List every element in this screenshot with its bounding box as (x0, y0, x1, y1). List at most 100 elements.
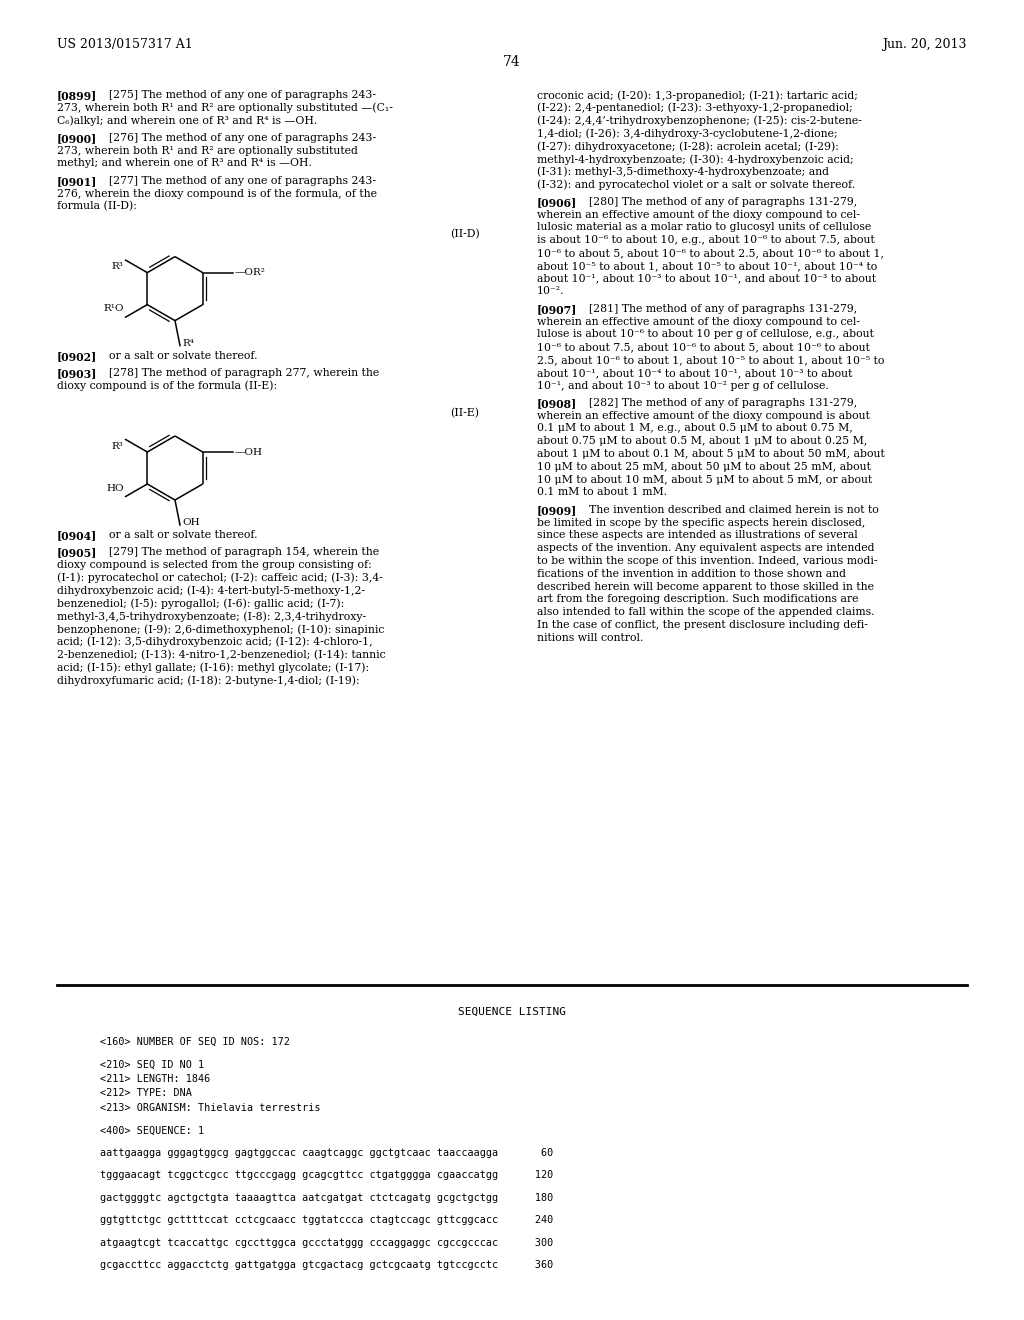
Text: <211> LENGTH: 1846: <211> LENGTH: 1846 (100, 1074, 210, 1084)
Text: ggtgttctgc gcttttccat cctcgcaacc tggtatccca ctagtccagc gttcggcacc      240: ggtgttctgc gcttttccat cctcgcaacc tggtatc… (100, 1216, 553, 1225)
Text: 0.1 μM to about 1 M, e.g., about 0.5 μM to about 0.75 M,: 0.1 μM to about 1 M, e.g., about 0.5 μM … (537, 424, 853, 433)
Text: [0904]: [0904] (57, 531, 97, 541)
Text: 1,4-diol; (I-26): 3,4-dihydroxy-3-cyclobutene-1,2-dione;: 1,4-diol; (I-26): 3,4-dihydroxy-3-cyclob… (537, 128, 838, 139)
Text: [0908]: [0908] (537, 397, 578, 409)
Text: —OH: —OH (234, 447, 263, 457)
Text: OH: OH (182, 517, 200, 527)
Text: lulose is about 10⁻⁶ to about 10 per g of cellulose, e.g., about: lulose is about 10⁻⁶ to about 10 per g o… (537, 330, 873, 339)
Text: acid; (I-12): 3,5-dihydroxybenzoic acid; (I-12): 4-chloro-1,: acid; (I-12): 3,5-dihydroxybenzoic acid;… (57, 636, 373, 647)
Text: R³: R³ (112, 441, 124, 450)
Text: (I-32): and pyrocatechol violet or a salt or solvate thereof.: (I-32): and pyrocatechol violet or a sal… (537, 180, 855, 190)
Text: dihydroxyfumaric acid; (I-18): 2-butyne-1,4-diol; (I-19):: dihydroxyfumaric acid; (I-18): 2-butyne-… (57, 676, 359, 686)
Text: [0899]: [0899] (57, 90, 97, 102)
Text: benzenediol; (I-5): pyrogallol; (I-6): gallic acid; (I-7):: benzenediol; (I-5): pyrogallol; (I-6): g… (57, 598, 344, 609)
Text: 2-benzenediol; (I-13): 4-nitro-1,2-benzenediol; (I-14): tannic: 2-benzenediol; (I-13): 4-nitro-1,2-benze… (57, 649, 386, 660)
Text: 10 μM to about 10 mM, about 5 μM to about 5 mM, or about: 10 μM to about 10 mM, about 5 μM to abou… (537, 475, 872, 484)
Text: [0905]: [0905] (57, 548, 97, 558)
Text: is about 10⁻⁶ to about 10, e.g., about 10⁻⁶ to about 7.5, about: is about 10⁻⁶ to about 10, e.g., about 1… (537, 235, 874, 246)
Text: [282] The method of any of paragraphs 131-279,: [282] The method of any of paragraphs 13… (589, 397, 857, 408)
Text: aspects of the invention. Any equivalent aspects are intended: aspects of the invention. Any equivalent… (537, 543, 874, 553)
Text: to be within the scope of this invention. Indeed, various modi-: to be within the scope of this invention… (537, 556, 878, 566)
Text: <212> TYPE: DNA: <212> TYPE: DNA (100, 1089, 191, 1098)
Text: [0902]: [0902] (57, 351, 97, 362)
Text: US 2013/0157317 A1: US 2013/0157317 A1 (57, 38, 193, 51)
Text: atgaagtcgt tcaccattgc cgccttggca gccctatggg cccaggaggc cgccgcccac      300: atgaagtcgt tcaccattgc cgccttggca gccctat… (100, 1238, 553, 1247)
Text: R⁴: R⁴ (182, 339, 194, 347)
Text: (I-22): 2,4-pentanediol; (I-23): 3-ethyoxy-1,2-propanediol;: (I-22): 2,4-pentanediol; (I-23): 3-ethyo… (537, 103, 853, 114)
Text: 273, wherein both R¹ and R² are optionally substituted: 273, wherein both R¹ and R² are optional… (57, 145, 357, 156)
Text: (II-D): (II-D) (450, 228, 480, 239)
Text: The invention described and claimed herein is not to: The invention described and claimed here… (589, 504, 879, 515)
Text: 2.5, about 10⁻⁶ to about 1, about 10⁻⁵ to about 1, about 10⁻⁵ to: 2.5, about 10⁻⁶ to about 1, about 10⁻⁵ t… (537, 355, 885, 364)
Text: dioxy compound is of the formula (II-E):: dioxy compound is of the formula (II-E): (57, 380, 278, 391)
Text: tgggaacagt tcggctcgcc ttgcccgagg gcagcgttcc ctgatgggga cgaaccatgg      120: tgggaacagt tcggctcgcc ttgcccgagg gcagcgt… (100, 1171, 553, 1180)
Text: about 0.75 μM to about 0.5 M, about 1 μM to about 0.25 M,: about 0.75 μM to about 0.5 M, about 1 μM… (537, 436, 867, 446)
Text: [278] The method of paragraph 277, wherein the: [278] The method of paragraph 277, where… (109, 368, 379, 378)
Text: HO: HO (106, 483, 124, 492)
Text: 10⁻⁶ to about 5, about 10⁻⁶ to about 2.5, about 10⁻⁶ to about 1,: 10⁻⁶ to about 5, about 10⁻⁶ to about 2.5… (537, 248, 884, 259)
Text: <160> NUMBER OF SEQ ID NOS: 172: <160> NUMBER OF SEQ ID NOS: 172 (100, 1038, 290, 1047)
Text: 74: 74 (503, 55, 521, 69)
Text: about 10⁻¹, about 10⁻⁴ to about 10⁻¹, about 10⁻³ to about: about 10⁻¹, about 10⁻⁴ to about 10⁻¹, ab… (537, 368, 852, 378)
Text: (I-27): dihydroxyacetone; (I-28): acrolein acetal; (I-29):: (I-27): dihydroxyacetone; (I-28): acrole… (537, 141, 839, 152)
Text: R¹O: R¹O (103, 304, 124, 313)
Text: [0901]: [0901] (57, 176, 97, 186)
Text: croconic acid; (I-20): 1,3-propanediol; (I-21): tartaric acid;: croconic acid; (I-20): 1,3-propanediol; … (537, 90, 858, 100)
Text: 10⁻¹, and about 10⁻³ to about 10⁻² per g of cellulose.: 10⁻¹, and about 10⁻³ to about 10⁻² per g… (537, 380, 828, 391)
Text: or a salt or solvate thereof.: or a salt or solvate thereof. (109, 351, 257, 360)
Text: [0906]: [0906] (537, 197, 578, 207)
Text: lulosic material as a molar ratio to glucosyl units of cellulose: lulosic material as a molar ratio to glu… (537, 223, 871, 232)
Text: <213> ORGANISM: Thielavia terrestris: <213> ORGANISM: Thielavia terrestris (100, 1104, 321, 1113)
Text: [275] The method of any one of paragraphs 243-: [275] The method of any one of paragraph… (109, 90, 376, 100)
Text: Jun. 20, 2013: Jun. 20, 2013 (883, 38, 967, 51)
Text: wherein an effective amount of the dioxy compound to cel-: wherein an effective amount of the dioxy… (537, 317, 860, 326)
Text: [279] The method of paragraph 154, wherein the: [279] The method of paragraph 154, where… (109, 548, 379, 557)
Text: 10⁻².: 10⁻². (537, 286, 564, 297)
Text: In the case of conflict, the present disclosure including defi-: In the case of conflict, the present dis… (537, 620, 868, 630)
Text: nitions will control.: nitions will control. (537, 632, 643, 643)
Text: since these aspects are intended as illustrations of several: since these aspects are intended as illu… (537, 531, 858, 540)
Text: formula (II-D):: formula (II-D): (57, 202, 137, 211)
Text: (I-24): 2,4,4’-trihydroxybenzophenone; (I-25): cis-2-butene-: (I-24): 2,4,4’-trihydroxybenzophenone; (… (537, 116, 862, 127)
Text: also intended to fall within the scope of the appended claims.: also intended to fall within the scope o… (537, 607, 874, 618)
Text: [0907]: [0907] (537, 304, 578, 314)
Text: <400> SEQUENCE: 1: <400> SEQUENCE: 1 (100, 1126, 204, 1135)
Text: benzophenone; (I-9): 2,6-dimethoxyphenol; (I-10): sinapinic: benzophenone; (I-9): 2,6-dimethoxyphenol… (57, 624, 384, 635)
Text: <210> SEQ ID NO 1: <210> SEQ ID NO 1 (100, 1060, 204, 1069)
Text: —OR²: —OR² (234, 268, 265, 277)
Text: C₆)alkyl; and wherein one of R³ and R⁴ is —OH.: C₆)alkyl; and wherein one of R³ and R⁴ i… (57, 116, 317, 127)
Text: 273, wherein both R¹ and R² are optionally substituted —(C₁-: 273, wherein both R¹ and R² are optional… (57, 103, 393, 114)
Text: [0900]: [0900] (57, 133, 97, 144)
Text: or a salt or solvate thereof.: or a salt or solvate thereof. (109, 531, 257, 540)
Text: gactggggtc agctgctgta taaaagttca aatcgatgat ctctcagatg gcgctgctgg      180: gactggggtc agctgctgta taaaagttca aatcgat… (100, 1193, 553, 1203)
Text: wherein an effective amount of the dioxy compound is about: wherein an effective amount of the dioxy… (537, 411, 869, 421)
Text: be limited in scope by the specific aspects herein disclosed,: be limited in scope by the specific aspe… (537, 517, 865, 528)
Text: dihydroxybenzoic acid; (I-4): 4-tert-butyl-5-methoxy-1,2-: dihydroxybenzoic acid; (I-4): 4-tert-but… (57, 586, 366, 597)
Text: R³: R³ (112, 263, 124, 271)
Text: 0.1 mM to about 1 mM.: 0.1 mM to about 1 mM. (537, 487, 667, 498)
Text: aattgaagga gggagtggcg gagtggccac caagtcaggc ggctgtcaac taaccaagga       60: aattgaagga gggagtggcg gagtggccac caagtca… (100, 1148, 553, 1158)
Text: SEQUENCE LISTING: SEQUENCE LISTING (458, 1007, 566, 1016)
Text: gcgaccttcc aggacctctg gattgatgga gtcgactacg gctcgcaatg tgtccgcctc      360: gcgaccttcc aggacctctg gattgatgga gtcgact… (100, 1261, 553, 1270)
Text: [277] The method of any one of paragraphs 243-: [277] The method of any one of paragraph… (109, 176, 376, 186)
Text: described herein will become apparent to those skilled in the: described herein will become apparent to… (537, 582, 874, 591)
Text: (I-31): methyl-3,5-dimethoxy-4-hydroxybenzoate; and: (I-31): methyl-3,5-dimethoxy-4-hydroxybe… (537, 166, 829, 177)
Text: methyl-3,4,5-trihydroxybenzoate; (I-8): 2,3,4-trihydroxy-: methyl-3,4,5-trihydroxybenzoate; (I-8): … (57, 611, 367, 622)
Text: fications of the invention in addition to those shown and: fications of the invention in addition t… (537, 569, 846, 578)
Text: methyl-4-hydroxybenzoate; (I-30): 4-hydroxybenzoic acid;: methyl-4-hydroxybenzoate; (I-30): 4-hydr… (537, 154, 854, 165)
Text: [276] The method of any one of paragraphs 243-: [276] The method of any one of paragraph… (109, 133, 376, 143)
Text: [0909]: [0909] (537, 504, 578, 516)
Text: (I-1): pyrocatechol or catechol; (I-2): caffeic acid; (I-3): 3,4-: (I-1): pyrocatechol or catechol; (I-2): … (57, 573, 383, 583)
Text: wherein an effective amount of the dioxy compound to cel-: wherein an effective amount of the dioxy… (537, 210, 860, 219)
Text: art from the foregoing description. Such modifications are: art from the foregoing description. Such… (537, 594, 858, 605)
Text: [0903]: [0903] (57, 368, 97, 379)
Text: [281] The method of any of paragraphs 131-279,: [281] The method of any of paragraphs 13… (589, 304, 857, 314)
Text: [280] The method of any of paragraphs 131-279,: [280] The method of any of paragraphs 13… (589, 197, 857, 207)
Text: about 1 μM to about 0.1 M, about 5 μM to about 50 mM, about: about 1 μM to about 0.1 M, about 5 μM to… (537, 449, 885, 459)
Text: about 10⁻⁵ to about 1, about 10⁻⁵ to about 10⁻¹, about 10⁻⁴ to: about 10⁻⁵ to about 1, about 10⁻⁵ to abo… (537, 261, 878, 271)
Text: about 10⁻¹, about 10⁻³ to about 10⁻¹, and about 10⁻³ to about: about 10⁻¹, about 10⁻³ to about 10⁻¹, an… (537, 273, 877, 284)
Text: 10 μM to about 25 mM, about 50 μM to about 25 mM, about: 10 μM to about 25 mM, about 50 μM to abo… (537, 462, 870, 471)
Text: acid; (I-15): ethyl gallate; (I-16): methyl glycolate; (I-17):: acid; (I-15): ethyl gallate; (I-16): met… (57, 663, 369, 673)
Text: 10⁻⁶ to about 7.5, about 10⁻⁶ to about 5, about 10⁻⁶ to about: 10⁻⁶ to about 7.5, about 10⁻⁶ to about 5… (537, 342, 869, 352)
Text: dioxy compound is selected from the group consisting of:: dioxy compound is selected from the grou… (57, 560, 372, 570)
